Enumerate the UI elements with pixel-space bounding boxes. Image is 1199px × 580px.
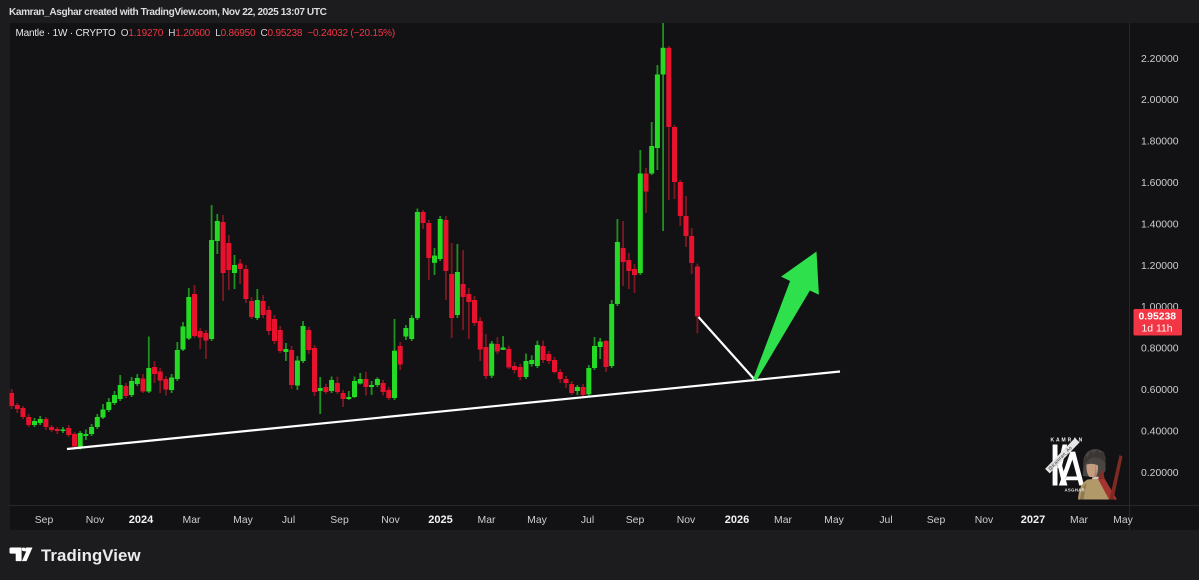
svg-text:0.40000: 0.40000 <box>1141 426 1179 437</box>
svg-text:Mar: Mar <box>478 515 496 526</box>
svg-text:Jul: Jul <box>282 515 295 526</box>
svg-text:Sep: Sep <box>330 515 349 526</box>
svg-text:2.00000: 2.00000 <box>1141 95 1179 106</box>
svg-text:Mar: Mar <box>183 515 201 526</box>
svg-text:May: May <box>824 515 844 526</box>
svg-text:2025: 2025 <box>428 514 452 526</box>
svg-text:0.95238: 0.95238 <box>1139 312 1177 323</box>
svg-text:Jul: Jul <box>879 515 892 526</box>
svg-text:1d 11h: 1d 11h <box>1142 324 1173 335</box>
svg-text:1.20000: 1.20000 <box>1141 261 1179 272</box>
svg-text:May: May <box>233 515 253 526</box>
svg-text:Nov: Nov <box>975 515 994 526</box>
svg-text:1.40000: 1.40000 <box>1141 219 1179 230</box>
svg-text:Sep: Sep <box>927 515 946 526</box>
svg-text:Mar: Mar <box>1070 515 1088 526</box>
svg-text:Nov: Nov <box>677 515 696 526</box>
svg-text:1.60000: 1.60000 <box>1141 178 1179 189</box>
svg-text:2024: 2024 <box>129 514 154 526</box>
svg-text:0.80000: 0.80000 <box>1141 344 1179 355</box>
svg-text:2026: 2026 <box>725 514 749 526</box>
svg-text:KAMRAN: KAMRAN <box>1051 438 1085 444</box>
svg-text:May: May <box>527 515 547 526</box>
svg-text:2027: 2027 <box>1021 514 1045 526</box>
svg-text:1.00000: 1.00000 <box>1141 302 1179 313</box>
svg-text:May: May <box>1113 515 1133 526</box>
svg-text:0.60000: 0.60000 <box>1141 385 1179 396</box>
svg-text:2.20000: 2.20000 <box>1141 54 1179 65</box>
svg-text:ASGHAR: ASGHAR <box>1065 488 1086 493</box>
svg-text:Jul: Jul <box>581 515 594 526</box>
svg-text:Nov: Nov <box>381 515 400 526</box>
svg-text:Nov: Nov <box>86 515 105 526</box>
svg-text:1.80000: 1.80000 <box>1141 137 1179 148</box>
svg-text:Sep: Sep <box>626 515 645 526</box>
svg-text:0.20000: 0.20000 <box>1141 468 1179 479</box>
svg-text:Sep: Sep <box>35 515 54 526</box>
svg-text:Mar: Mar <box>774 515 792 526</box>
